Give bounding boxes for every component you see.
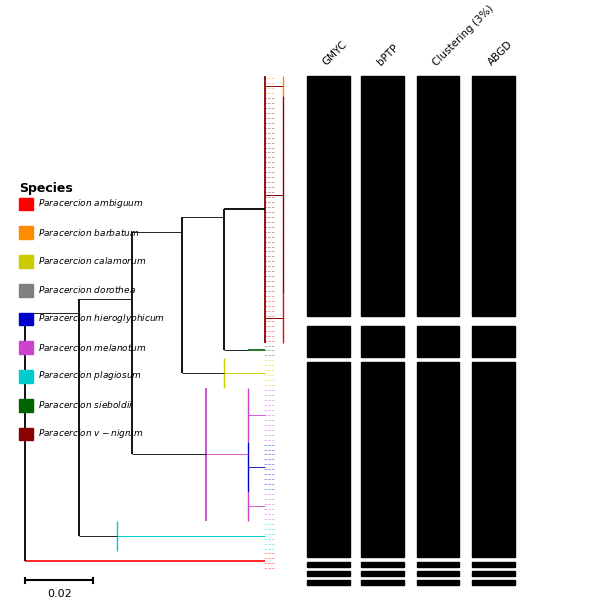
Bar xyxy=(472,76,514,316)
Bar xyxy=(472,326,514,357)
Bar xyxy=(307,553,350,557)
Text: $\it{Paracercion\ hieroglyphicum}$: $\it{Paracercion\ hieroglyphicum}$ xyxy=(38,312,165,325)
Bar xyxy=(307,326,350,357)
Text: ABGD: ABGD xyxy=(486,39,514,68)
Text: $\it{Paracercion\ calamorum}$: $\it{Paracercion\ calamorum}$ xyxy=(38,256,147,266)
Bar xyxy=(362,326,404,357)
Bar xyxy=(19,428,33,440)
Text: Clustering (3%): Clustering (3%) xyxy=(431,3,495,68)
Bar xyxy=(19,313,33,325)
Text: Species: Species xyxy=(19,182,73,195)
Text: bPTP: bPTP xyxy=(375,43,401,68)
Bar xyxy=(362,553,404,557)
Bar xyxy=(362,76,404,316)
Bar xyxy=(19,341,33,354)
Text: GMYC: GMYC xyxy=(321,40,349,68)
Text: $\it{Paracercion\ melanotum}$: $\it{Paracercion\ melanotum}$ xyxy=(38,342,147,353)
Bar xyxy=(307,362,350,553)
Bar xyxy=(19,197,33,211)
Bar xyxy=(19,255,33,268)
Text: 0.02: 0.02 xyxy=(47,589,72,599)
Bar xyxy=(362,580,404,584)
Bar xyxy=(417,571,460,575)
Bar xyxy=(417,553,460,557)
Bar xyxy=(472,362,514,553)
Text: $\it{Paracercion\ sieboldii}$: $\it{Paracercion\ sieboldii}$ xyxy=(38,399,134,410)
Bar xyxy=(472,562,514,566)
Bar xyxy=(417,326,460,357)
Text: $\it{Paracercion\ v-nigrum}$: $\it{Paracercion\ v-nigrum}$ xyxy=(38,427,144,440)
Bar xyxy=(417,76,460,316)
Bar xyxy=(472,580,514,584)
Text: $\it{Paracercion\ dorothea}$: $\it{Paracercion\ dorothea}$ xyxy=(38,284,136,295)
Bar xyxy=(362,562,404,566)
Bar xyxy=(472,571,514,575)
Text: $\it{Paracercion\ plagiosum}$: $\it{Paracercion\ plagiosum}$ xyxy=(38,370,142,382)
Bar xyxy=(362,571,404,575)
Bar xyxy=(417,580,460,584)
Bar xyxy=(19,226,33,239)
Bar xyxy=(472,553,514,557)
Bar xyxy=(417,562,460,566)
Text: $\it{Paracercion\ barbatum}$: $\it{Paracercion\ barbatum}$ xyxy=(38,227,139,238)
Bar xyxy=(307,571,350,575)
Bar xyxy=(307,580,350,584)
Bar xyxy=(19,370,33,383)
Bar xyxy=(307,76,350,316)
Bar xyxy=(307,562,350,566)
Text: $\it{Paracercion\ ambiguum}$: $\it{Paracercion\ ambiguum}$ xyxy=(38,197,144,210)
Bar xyxy=(19,399,33,412)
Bar xyxy=(19,284,33,296)
Bar xyxy=(417,362,460,553)
Bar xyxy=(362,362,404,553)
